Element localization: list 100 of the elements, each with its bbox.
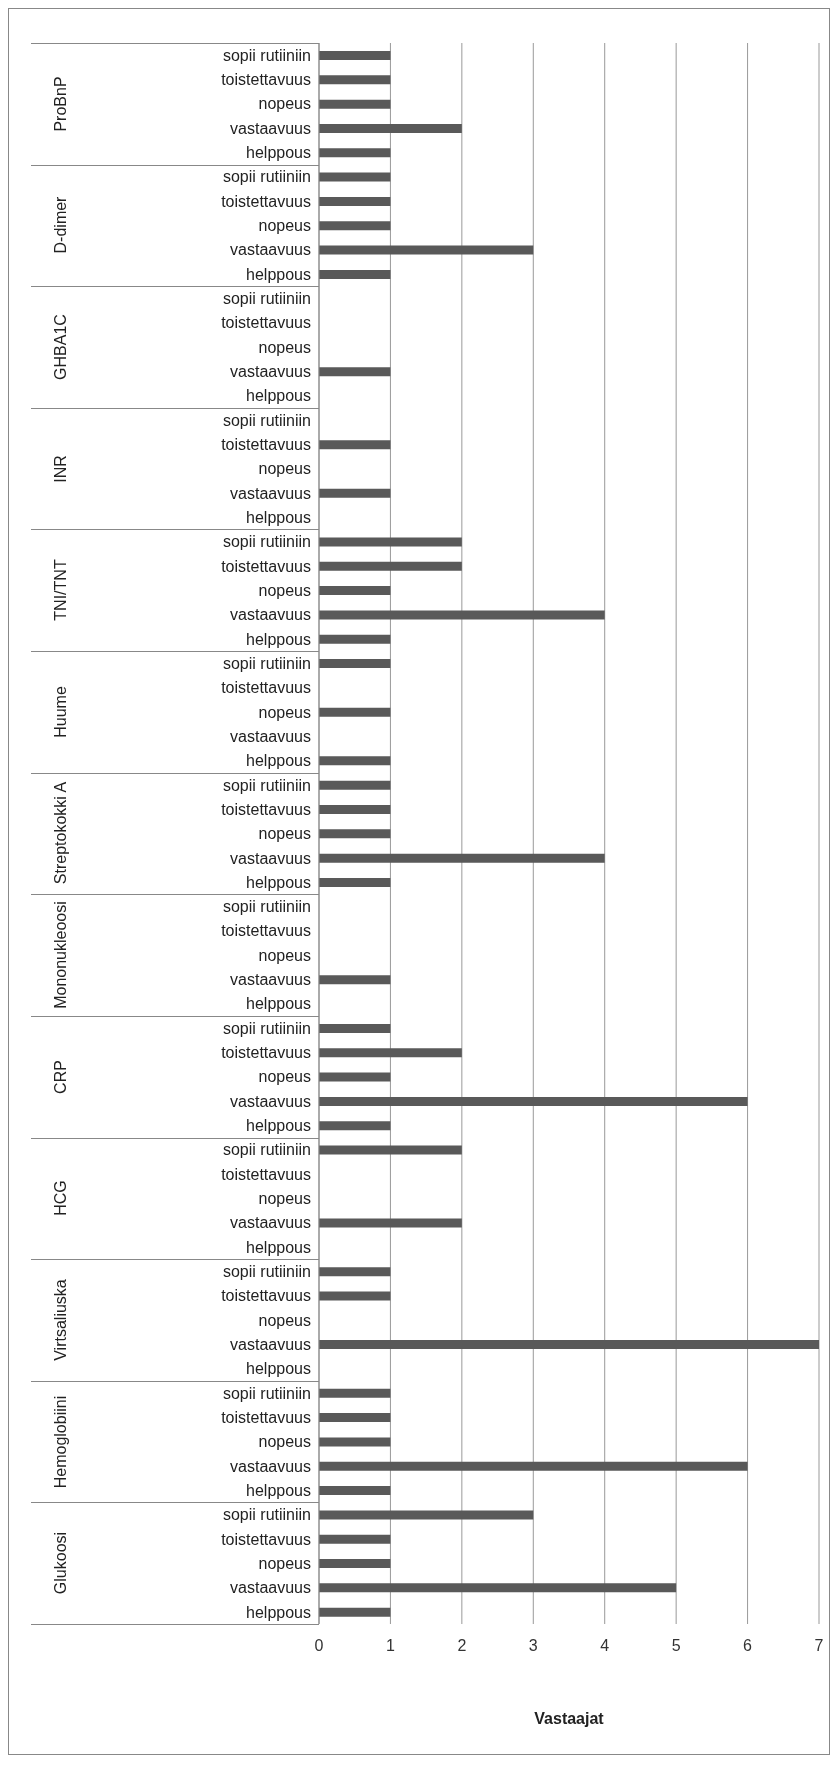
text: ProBnP (52, 75, 70, 134)
text: Streptokokki A (52, 781, 70, 887)
text: TNI/TNT (52, 558, 70, 623)
y-tick-label: sopii rutiiniin (222, 654, 311, 672)
x-axis-title: Vastaajat (534, 1710, 605, 1727)
bar (319, 1388, 391, 1398)
y-tick-label: vastaavuus (230, 484, 311, 502)
bar (319, 975, 391, 985)
bar (319, 1607, 391, 1617)
bar (319, 1340, 819, 1350)
bar (319, 75, 391, 85)
y-tick-label: vastaavuus (230, 363, 311, 381)
y-tick-label: sopii rutiiniin (222, 168, 311, 186)
bar (319, 367, 391, 377)
text: Mononukleoosi (52, 900, 70, 1011)
y-tick-label: sopii rutiiniin (222, 411, 311, 429)
y-tick-label: helppous (246, 995, 311, 1013)
bar (319, 1534, 391, 1544)
x-tick-label: 2 (457, 1637, 467, 1655)
text: GHBA1C (52, 313, 70, 382)
y-tick-label: sopii rutiiniin (222, 1019, 311, 1037)
y-tick-label: sopii rutiiniin (222, 1384, 311, 1402)
y-tick-label: nopeus (258, 217, 311, 235)
bar (319, 1559, 391, 1569)
y-tick-label: helppous (246, 873, 311, 891)
y-tick-label: sopii rutiiniin (222, 1263, 311, 1280)
y-tick-label: toistettavuus (221, 800, 311, 818)
y-tick-label: nopeus (258, 581, 311, 599)
y-tick-label: nopeus (258, 946, 311, 964)
bar (319, 1291, 391, 1301)
y-tick-label: helppous (246, 630, 311, 648)
bar (319, 756, 391, 766)
bar (319, 780, 391, 790)
y-tick-label: vastaavuus (230, 971, 311, 989)
text: HCG (52, 1179, 70, 1219)
y-tick-label: toistettavuus (221, 922, 311, 940)
y-tick-label: helppous (246, 144, 311, 162)
y-tick-label: sopii rutiiniin (222, 776, 311, 794)
y-tick-label: helppous (246, 752, 311, 770)
y-tick-label: sopii rutiiniin (222, 1141, 311, 1159)
text: INR (52, 453, 70, 485)
bar (319, 537, 462, 547)
y-tick-label: nopeus (258, 1311, 311, 1329)
y-tick-label: nopeus (258, 1554, 311, 1572)
text: Huume (52, 685, 70, 740)
bar (319, 245, 534, 255)
y-tick-label: helppous (246, 1603, 311, 1621)
y-tick-label: nopeus (258, 703, 311, 721)
y-tick-label: helppous (246, 1117, 311, 1135)
bar (319, 51, 391, 60)
y-tick-label: vastaavuus (230, 1092, 311, 1110)
y-tick-label: nopeus (258, 338, 311, 356)
x-tick-label: 6 (743, 1637, 753, 1655)
y-tick-label: nopeus (258, 825, 311, 843)
y-tick-label: sopii rutiiniin (222, 533, 311, 551)
bar (319, 1048, 462, 1058)
bar (319, 634, 391, 644)
y-tick-label: toistettavuus (221, 314, 311, 332)
y-tick-label: toistettavuus (221, 1044, 311, 1062)
bar (319, 196, 391, 206)
bar (319, 853, 605, 863)
bar (319, 1510, 534, 1520)
bar (319, 440, 391, 450)
y-tick-label: helppous (246, 1238, 311, 1256)
bar (319, 829, 391, 839)
y-tick-label: sopii rutiiniin (222, 290, 311, 308)
y-tick-label: vastaavuus (230, 1579, 311, 1597)
y-tick-label: vastaavuus (230, 241, 311, 259)
bar (319, 488, 391, 498)
y-tick-label: toistettavuus (221, 1165, 311, 1183)
bar (319, 269, 391, 279)
x-tick-label: 7 (814, 1637, 824, 1655)
bar (319, 1218, 462, 1228)
bar (319, 1583, 677, 1593)
bar (319, 1486, 391, 1496)
bar (319, 561, 462, 571)
bar (319, 1437, 391, 1447)
y-tick-label: vastaavuus (230, 849, 311, 867)
y-tick-label: vastaavuus (230, 1335, 311, 1353)
bar (319, 1096, 748, 1106)
y-tick-label: toistettavuus (221, 192, 311, 210)
x-tick-label: 1 (385, 1637, 395, 1655)
bar (319, 172, 391, 182)
text: D-dimer (52, 195, 70, 256)
bar (319, 123, 462, 133)
y-tick-label: vastaavuus (230, 119, 311, 137)
y-tick-label: toistettavuus (221, 1530, 311, 1548)
text: Hemoglobiini (52, 1394, 70, 1490)
bar (319, 1121, 391, 1131)
y-tick-label: helppous (246, 265, 311, 283)
y-tick-label: nopeus (258, 460, 311, 478)
x-tick-label: 3 (528, 1637, 538, 1655)
text: CRP (52, 1058, 70, 1096)
y-tick-label: sopii rutiiniin (222, 46, 311, 64)
y-tick-label: toistettavuus (221, 557, 311, 575)
y-tick-label: helppous (246, 1360, 311, 1378)
text: Glukoosi (52, 1531, 70, 1597)
x-tick-label: 0 (314, 1637, 324, 1655)
y-tick-label: vastaavuus (230, 1214, 311, 1232)
x-tick-label: 4 (600, 1637, 610, 1655)
